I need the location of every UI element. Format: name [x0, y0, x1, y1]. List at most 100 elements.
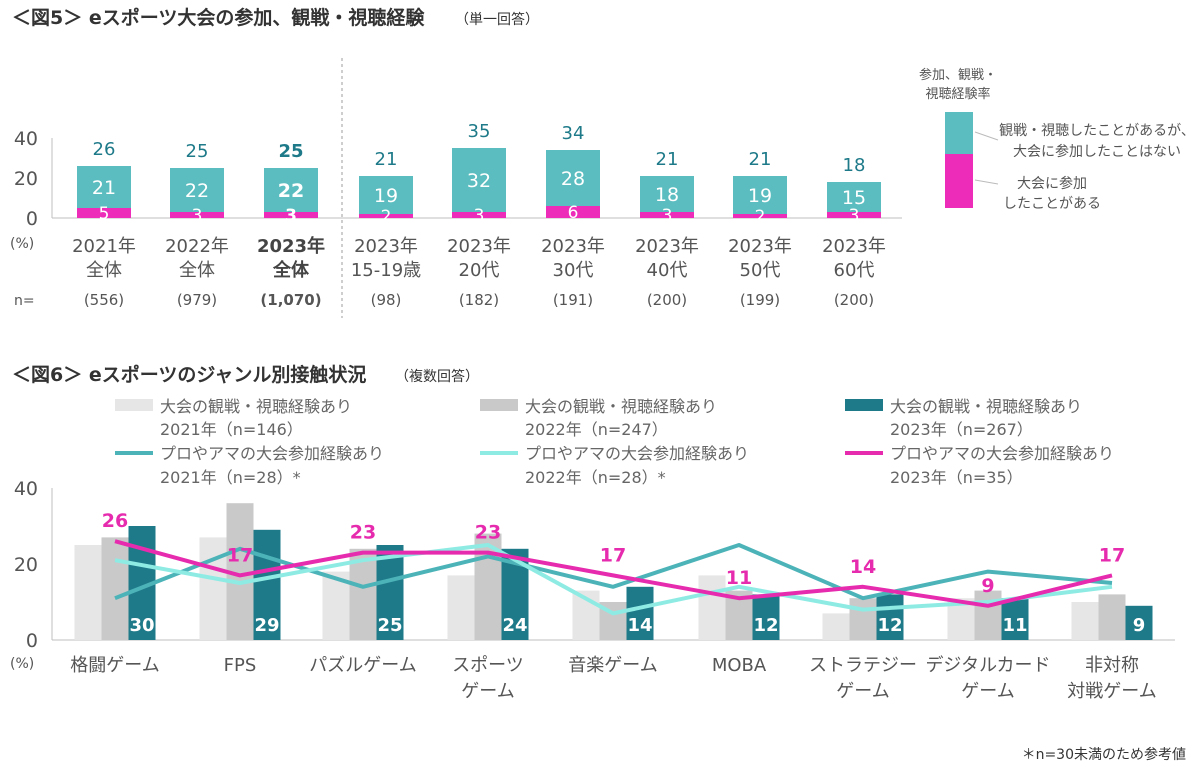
fig5-x-tick-line2: 全体: [272, 259, 310, 281]
fig5-x-tick-line2: 40代: [647, 260, 688, 281]
fig5-label-total: 35: [468, 121, 491, 142]
fig5-label-watched: 32: [467, 170, 491, 192]
fig6-line-2023-label: 23: [350, 522, 376, 544]
fig5-bar-watched: [264, 168, 318, 212]
fig5-label-participated: 3: [285, 206, 297, 226]
fig5-x-tick-line1: 2023年: [635, 236, 699, 257]
fig6-bar-2023-label: 24: [502, 615, 527, 636]
fig6-bar-2023-label: 12: [753, 615, 778, 636]
fig6-x-tick-line2: ゲーム: [836, 681, 889, 702]
fig5-x-tick-line1: 2023年: [354, 236, 418, 257]
fig5-legend-swatch-watched: [945, 112, 973, 154]
fig5-x-tick-line2: 20代: [459, 260, 500, 281]
fig6-bar-1: [74, 545, 102, 640]
fig5-legend-participated-line2: したことがある: [1003, 196, 1101, 212]
fig6-bar-3: [253, 529, 281, 640]
fig6-bar-2: [849, 598, 877, 640]
fig5-x-tick-line1: 2023年: [728, 236, 792, 257]
fig6-bar-2023-label: 11: [1002, 615, 1027, 636]
fig6-x-tick-line1: ストラテジー: [809, 655, 917, 676]
fig6-line-2023-label: 14: [850, 556, 876, 578]
fig6-x-tick-line1: デジタルカード: [925, 655, 1050, 676]
fig6-x-tick-line1: 格闘ゲーム: [70, 655, 159, 676]
fig5-x-tick-line2: 30代: [553, 260, 594, 281]
fig6-line-3: [114, 539, 1113, 608]
fig5-legend-leader-participated: [974, 179, 999, 185]
fig6-line-2023-label: 17: [600, 544, 626, 566]
fig6-x-tick-line1: パズルゲーム: [309, 655, 416, 676]
fig6-legend-line-name: プロやアマの大会参加経験あり: [160, 444, 384, 463]
fig5-label-participated: 3: [662, 206, 673, 226]
fig5-bar-participated: [77, 208, 131, 218]
fig5-label-watched: 18: [655, 184, 679, 206]
fig5-legend-watched-line2: 大会に参加したことはない: [1013, 143, 1181, 160]
fig6-legend-line-year: 2023年（n=35）: [890, 468, 1023, 487]
fig5-y-tick: 40: [14, 128, 38, 150]
fig5-n-value: (979): [177, 291, 217, 309]
fig6-x-tick-line1: FPS: [224, 655, 257, 676]
fig6-bar-3: [376, 545, 404, 640]
fig5-label-total: 25: [186, 141, 209, 162]
fig5-y-tick: 20: [14, 168, 38, 190]
fig5-bar-watched: [452, 148, 506, 212]
fig5-bar-watched: [359, 176, 413, 214]
fig5-bar-watched: [827, 182, 881, 212]
fig5-title: ＜図5＞ eスポーツ大会の参加、観戦・視聴経験: [12, 6, 425, 29]
fig6-bar-3: [752, 594, 780, 640]
fig5-y-label: (%): [10, 236, 34, 252]
fig5-legend-title-line2: 視聴経験率: [925, 86, 990, 102]
fig5-subtitle: （単一回答）: [455, 11, 539, 28]
fig6-bar-2: [101, 537, 129, 640]
fig5-n-value: (199): [740, 291, 780, 309]
fig5-label-watched: 22: [185, 180, 209, 202]
fig5-x-tick-line2: 全体: [179, 260, 215, 281]
fig5-label-participated: 2: [755, 207, 766, 227]
fig5-x-tick-line1: 2023年: [541, 236, 605, 257]
fig6-x-tick-line1: 非対称: [1085, 655, 1139, 676]
fig5-bar-participated: [546, 206, 600, 218]
fig5-legend-leader-watched: [974, 131, 999, 141]
fig5-n-value: (98): [371, 291, 402, 309]
fig5-x-tick-line2: 15-19歳: [351, 260, 421, 281]
fig6-title: ＜図6＞ eスポーツのジャンル別接触状況: [12, 363, 366, 386]
fig6-legend-bar-name: 大会の観戦・視聴経験あり: [160, 397, 352, 416]
fig6-y-label: (%): [10, 656, 34, 672]
figure6-chart: ＜図6＞ eスポーツのジャンル別接触状況 （複数回答） 大会の観戦・視聴経験あり 20…: [10, 363, 1175, 702]
fig6-x-tick-line2: ゲーム: [461, 681, 514, 702]
fig6-line-2023-label: 17: [1099, 544, 1125, 566]
fig5-label-participated: 6: [568, 203, 579, 223]
fig5-x-tick-line1: 2021年: [72, 236, 136, 257]
fig6-line-2: [114, 543, 1113, 616]
fig5-bar-participated: [452, 212, 506, 218]
fig5-n-value: (200): [834, 291, 874, 309]
fig6-line-2023-label: 26: [102, 510, 128, 532]
fig6-legend-bar-name: 大会の観戦・視聴経験あり: [890, 397, 1082, 416]
fig5-y-tick: 0: [26, 208, 38, 230]
fig5-label-watched: 21: [92, 177, 116, 199]
fig6-line-2023-label: 23: [475, 522, 501, 544]
fig6-bar-1: [1071, 602, 1099, 640]
fig6-line-2023-label: 17: [227, 544, 253, 566]
fig6-legend-bar-year: 2022年（n=247）: [525, 420, 668, 439]
fig5-label-watched: 15: [842, 187, 866, 209]
fig6-legend-bar-swatch: [845, 399, 883, 411]
fig5-legend-watched-line1: 観戦・視聴したことがあるが、: [999, 122, 1195, 139]
fig6-bar-2023-label: 29: [254, 615, 279, 636]
fig5-legend-title-line1: 参加、観戦・: [919, 67, 997, 83]
fig5-x-tick-line2: 全体: [86, 260, 122, 281]
fig6-x-tick-line2: ゲーム: [961, 681, 1014, 702]
fig6-bar-1: [698, 575, 726, 640]
fig5-label-watched: 19: [374, 185, 398, 207]
figure5-chart: ＜図5＞ eスポーツ大会の参加、観戦・視聴経験 （単一回答） 0 20 40 (%) n= 2…: [10, 6, 1195, 318]
fig5-bar-participated: [640, 212, 694, 218]
fig6-legend-bar-year: 2021年（n=146）: [160, 420, 303, 439]
fig6-y-tick: 40: [14, 478, 38, 500]
fig5-n-prefix: n=: [14, 293, 35, 309]
fig5-x-tick-line1: 2022年: [165, 236, 229, 257]
fig6-legend-bar-swatch: [480, 399, 518, 411]
fig6-bar-2023-label: 9: [1133, 615, 1146, 636]
fig6-bar-1: [199, 537, 227, 640]
fig5-legend-swatch-participated: [945, 154, 973, 208]
fig6-legend-bar-name: 大会の観戦・視聴経験あり: [525, 397, 717, 416]
fig6-legend-line-year: 2022年（n=28）*: [525, 468, 666, 487]
